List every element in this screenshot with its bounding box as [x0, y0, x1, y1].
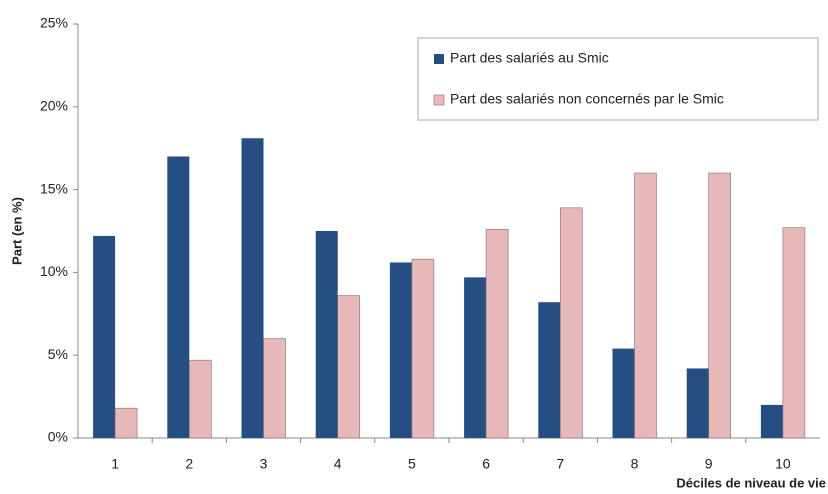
- x-tick-label: 10: [775, 456, 791, 472]
- bar: [686, 368, 709, 438]
- bar: [760, 404, 783, 438]
- y-tick-label: 10%: [40, 263, 68, 279]
- x-tick-label: 3: [260, 456, 268, 472]
- y-tick-label: 20%: [40, 98, 68, 114]
- x-tick-label: 4: [334, 456, 342, 472]
- y-tick-label: 15%: [40, 180, 68, 196]
- legend-box: [417, 37, 819, 121]
- bar: [263, 338, 286, 439]
- bar: [708, 172, 732, 439]
- bar: [538, 302, 561, 438]
- legend-swatch: [434, 54, 444, 64]
- y-tick-label: 0%: [48, 429, 68, 445]
- bar: [389, 262, 412, 438]
- bar: [411, 258, 435, 439]
- bar: [167, 156, 190, 439]
- x-tick-label: 2: [185, 456, 193, 472]
- y-tick-label: 5%: [48, 346, 68, 362]
- bar: [634, 172, 657, 439]
- legend-swatch: [433, 94, 445, 106]
- x-tick-label: 1: [111, 456, 119, 472]
- bar: [559, 207, 583, 439]
- x-axis-title: Déciles de niveau de vie: [676, 475, 826, 490]
- bar: [464, 277, 487, 438]
- x-tick-label: 6: [482, 456, 490, 472]
- bar: [241, 138, 264, 439]
- bar: [189, 359, 212, 439]
- x-tick-label: 7: [556, 456, 564, 472]
- y-axis-title: Part (en %): [9, 197, 24, 265]
- x-tick-label: 5: [408, 456, 416, 472]
- bar: [315, 231, 338, 438]
- legend-label: Part des salariés non concernés par le S…: [450, 91, 724, 107]
- bar: [114, 407, 138, 439]
- bar: [93, 235, 116, 438]
- x-tick-label: 8: [631, 456, 639, 472]
- bar: [612, 348, 635, 438]
- legend-label: Part des salariés au Smic: [450, 50, 609, 66]
- x-tick-label: 9: [705, 456, 713, 472]
- y-tick-label: 25%: [40, 15, 68, 31]
- bar: [337, 295, 361, 439]
- bar: [485, 229, 509, 439]
- bar: [782, 227, 806, 439]
